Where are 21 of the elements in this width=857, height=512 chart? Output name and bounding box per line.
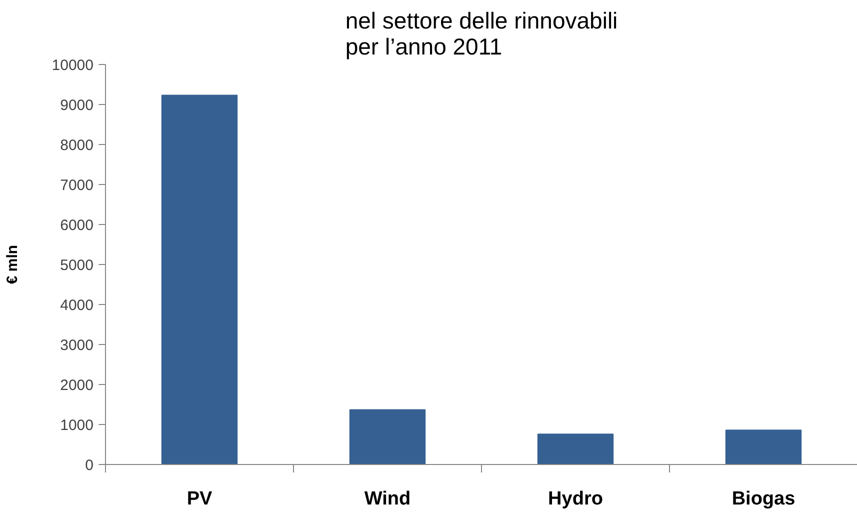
y-tick-label: 2000 <box>60 377 94 394</box>
y-tick-label: 3000 <box>60 337 94 354</box>
x-tick-label: Hydro <box>548 488 603 510</box>
bar <box>161 94 238 464</box>
x-tick-label: Wind <box>364 488 411 510</box>
x-tick-label: Biogas <box>732 488 796 510</box>
bar <box>725 430 802 464</box>
y-tick-label: 4000 <box>60 297 94 314</box>
x-tick-label: PV <box>186 488 212 510</box>
y-tick-label: 7000 <box>60 177 94 194</box>
y-tick-label: 10000 <box>52 57 94 74</box>
bar <box>349 409 426 464</box>
y-axis-title: € mln <box>4 244 21 284</box>
y-tick-label: 6000 <box>60 217 94 234</box>
chart-title: nel settore delle rinnovabili per l’anno 2011 <box>345 8 618 60</box>
y-tick-label: 8000 <box>60 137 94 154</box>
y-tick-label: 5000 <box>60 257 94 274</box>
y-tick-label: 1000 <box>60 417 94 434</box>
bar <box>537 434 614 464</box>
y-tick-label: 9000 <box>60 97 94 114</box>
y-tick-label: 0 <box>85 457 94 474</box>
